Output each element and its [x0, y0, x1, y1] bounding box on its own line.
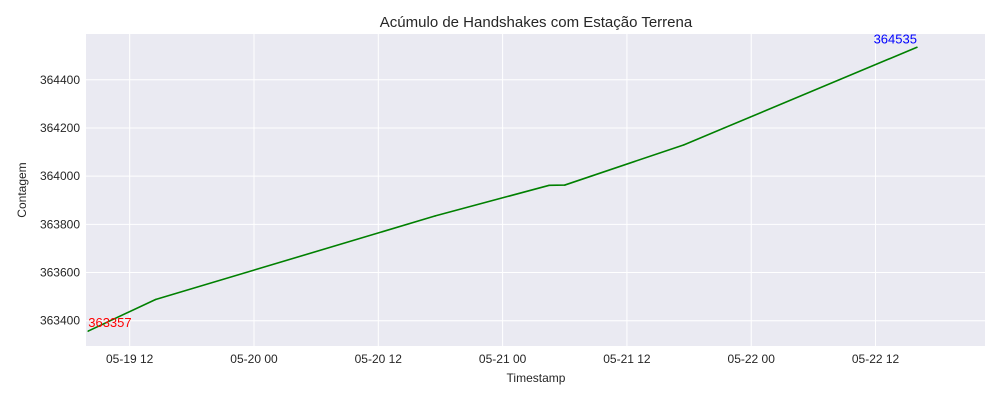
data-point: [548, 184, 551, 187]
y-tick-label: 363400: [40, 314, 80, 328]
annotations: 363357 364535: [88, 31, 917, 330]
start-value-annotation: 363357: [88, 315, 131, 330]
tick-labels: 05-19 12 05-20 00 05-20 12 05-21 00 05-21 12…: [40, 73, 900, 366]
y-tick-label: 364200: [40, 121, 80, 135]
plot-background: [86, 34, 985, 346]
x-axis-label: Timestamp: [507, 371, 566, 385]
y-tick-label: 363600: [40, 266, 80, 280]
y-tick-label: 364000: [40, 169, 80, 183]
data-point: [154, 298, 157, 301]
line-layer: [87, 46, 918, 332]
x-tick-label: 05-21 00: [479, 352, 527, 366]
data-point: [683, 144, 685, 146]
grid: [86, 34, 985, 346]
y-tick-label: 364400: [40, 73, 80, 87]
data-point: [434, 215, 437, 217]
x-tick-label: 05-22 12: [852, 352, 900, 366]
data-point: [87, 330, 90, 332]
x-tick-label: 05-20 00: [230, 352, 278, 366]
y-tick-label: 363800: [40, 217, 80, 231]
x-tick-label: 05-20 12: [355, 352, 403, 366]
x-tick-label: 05-21 12: [603, 352, 651, 366]
x-tick-label: 05-22 00: [728, 352, 776, 366]
data-point: [916, 46, 918, 49]
x-tick-label: 05-19 12: [106, 352, 154, 366]
y-axis-label: Contagem: [15, 162, 29, 217]
chart-title: Acúmulo de Handshakes com Estação Terren…: [380, 14, 693, 31]
data-point: [563, 184, 566, 186]
end-value-annotation: 364535: [874, 31, 917, 46]
